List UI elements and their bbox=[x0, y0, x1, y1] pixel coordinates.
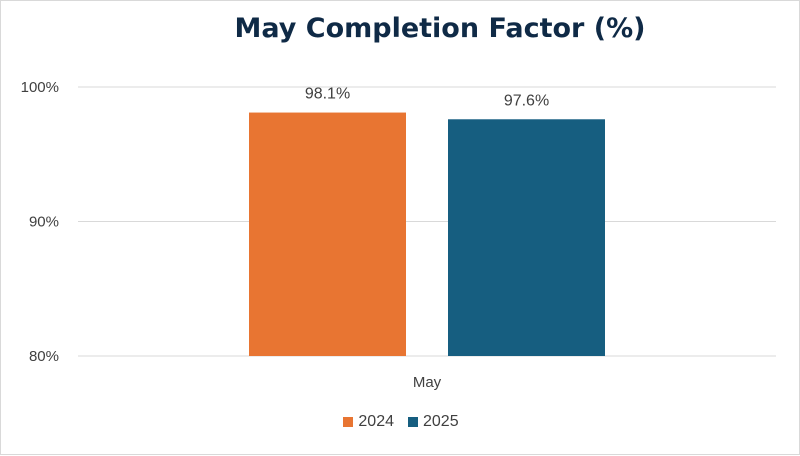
legend-swatch bbox=[408, 417, 418, 427]
data-label-2024: 98.1% bbox=[305, 86, 350, 103]
legend: 2024 2025 bbox=[1, 413, 800, 431]
y-tick-label: 80% bbox=[29, 348, 59, 365]
data-labels: 98.1% 97.6% bbox=[305, 86, 549, 110]
legend-label: 2025 bbox=[423, 413, 459, 430]
legend-item-2025: 2025 bbox=[408, 413, 459, 431]
gridlines bbox=[78, 86, 776, 357]
legend-label: 2024 bbox=[358, 413, 394, 430]
legend-swatch bbox=[343, 417, 354, 427]
data-label-2025: 97.6% bbox=[504, 92, 549, 109]
bar-2024 bbox=[249, 112, 406, 357]
y-tick-label: 90% bbox=[29, 214, 59, 231]
bar-2025 bbox=[448, 119, 605, 356]
x-tick-label: May bbox=[413, 374, 442, 391]
y-tick-label: 100% bbox=[21, 79, 59, 96]
legend-item-2024: 2024 bbox=[343, 413, 394, 431]
x-axis-tick-labels: May bbox=[413, 374, 442, 391]
y-axis-tick-labels: 100% 90% 80% bbox=[21, 79, 59, 365]
chart-title: May Completion Factor (%) bbox=[234, 13, 646, 44]
bars bbox=[249, 112, 605, 357]
